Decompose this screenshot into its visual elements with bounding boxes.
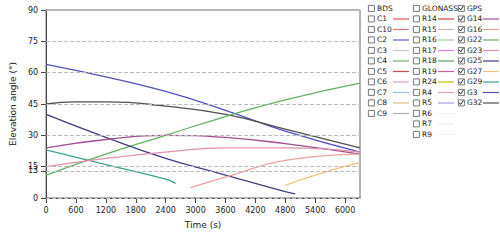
svg-text:R14: R14 — [422, 14, 437, 23]
svg-text:G23: G23 — [467, 46, 483, 55]
svg-text:R6: R6 — [422, 109, 432, 118]
svg-text:75: 75 — [28, 37, 38, 46]
svg-text:2400: 2400 — [155, 206, 175, 215]
svg-text:30: 30 — [28, 131, 38, 140]
svg-text:45: 45 — [28, 100, 38, 109]
svg-text:G3: G3 — [467, 88, 478, 97]
svg-text:C7: C7 — [377, 88, 387, 97]
svg-text:R15: R15 — [422, 25, 437, 34]
svg-text:R4: R4 — [422, 88, 432, 97]
svg-text:15: 15 — [28, 162, 38, 171]
svg-text:3600: 3600 — [215, 206, 235, 215]
svg-text:C2: C2 — [377, 35, 387, 44]
svg-text:C6: C6 — [377, 77, 387, 86]
svg-text:R24: R24 — [422, 77, 437, 86]
svg-text:R5: R5 — [422, 98, 432, 107]
svg-text:G16: G16 — [467, 25, 483, 34]
svg-text:C1: C1 — [377, 14, 387, 23]
svg-text:60: 60 — [28, 68, 38, 77]
svg-text:G32: G32 — [467, 98, 483, 107]
svg-text:C5: C5 — [377, 67, 387, 76]
svg-text:GLONASS: GLONASS — [422, 4, 458, 13]
svg-text:GPS: GPS — [467, 4, 482, 13]
svg-text:R9: R9 — [422, 130, 432, 139]
svg-text:Elevation angle (°): Elevation angle (°) — [8, 62, 18, 146]
svg-text:C10: C10 — [377, 25, 392, 34]
svg-text:R19: R19 — [422, 67, 437, 76]
svg-text:C9: C9 — [377, 109, 387, 118]
svg-text:G29: G29 — [467, 77, 483, 86]
svg-text:0: 0 — [33, 194, 38, 203]
svg-text:1800: 1800 — [126, 206, 146, 215]
svg-text:5400: 5400 — [305, 206, 325, 215]
svg-text:4800: 4800 — [275, 206, 295, 215]
svg-text:3000: 3000 — [185, 206, 205, 215]
svg-text:1200: 1200 — [96, 206, 116, 215]
svg-text:C8: C8 — [377, 98, 387, 107]
svg-text:G27: G27 — [467, 67, 483, 76]
svg-text:4200: 4200 — [245, 206, 265, 215]
svg-text:R18: R18 — [422, 56, 437, 65]
svg-text:BDS: BDS — [377, 4, 393, 13]
svg-text:6000: 6000 — [335, 206, 355, 215]
svg-text:G25: G25 — [467, 56, 483, 65]
svg-text:C3: C3 — [377, 46, 387, 55]
svg-text:R7: R7 — [422, 119, 432, 128]
svg-text:0: 0 — [44, 206, 49, 215]
svg-text:90: 90 — [28, 6, 38, 15]
svg-text:Time (s): Time (s) — [184, 220, 222, 230]
svg-text:R16: R16 — [422, 35, 437, 44]
svg-text:G22: G22 — [467, 35, 483, 44]
svg-text:C4: C4 — [377, 56, 387, 65]
svg-text:600: 600 — [68, 206, 83, 215]
svg-text:G14: G14 — [467, 14, 483, 23]
svg-text:R17: R17 — [422, 46, 437, 55]
